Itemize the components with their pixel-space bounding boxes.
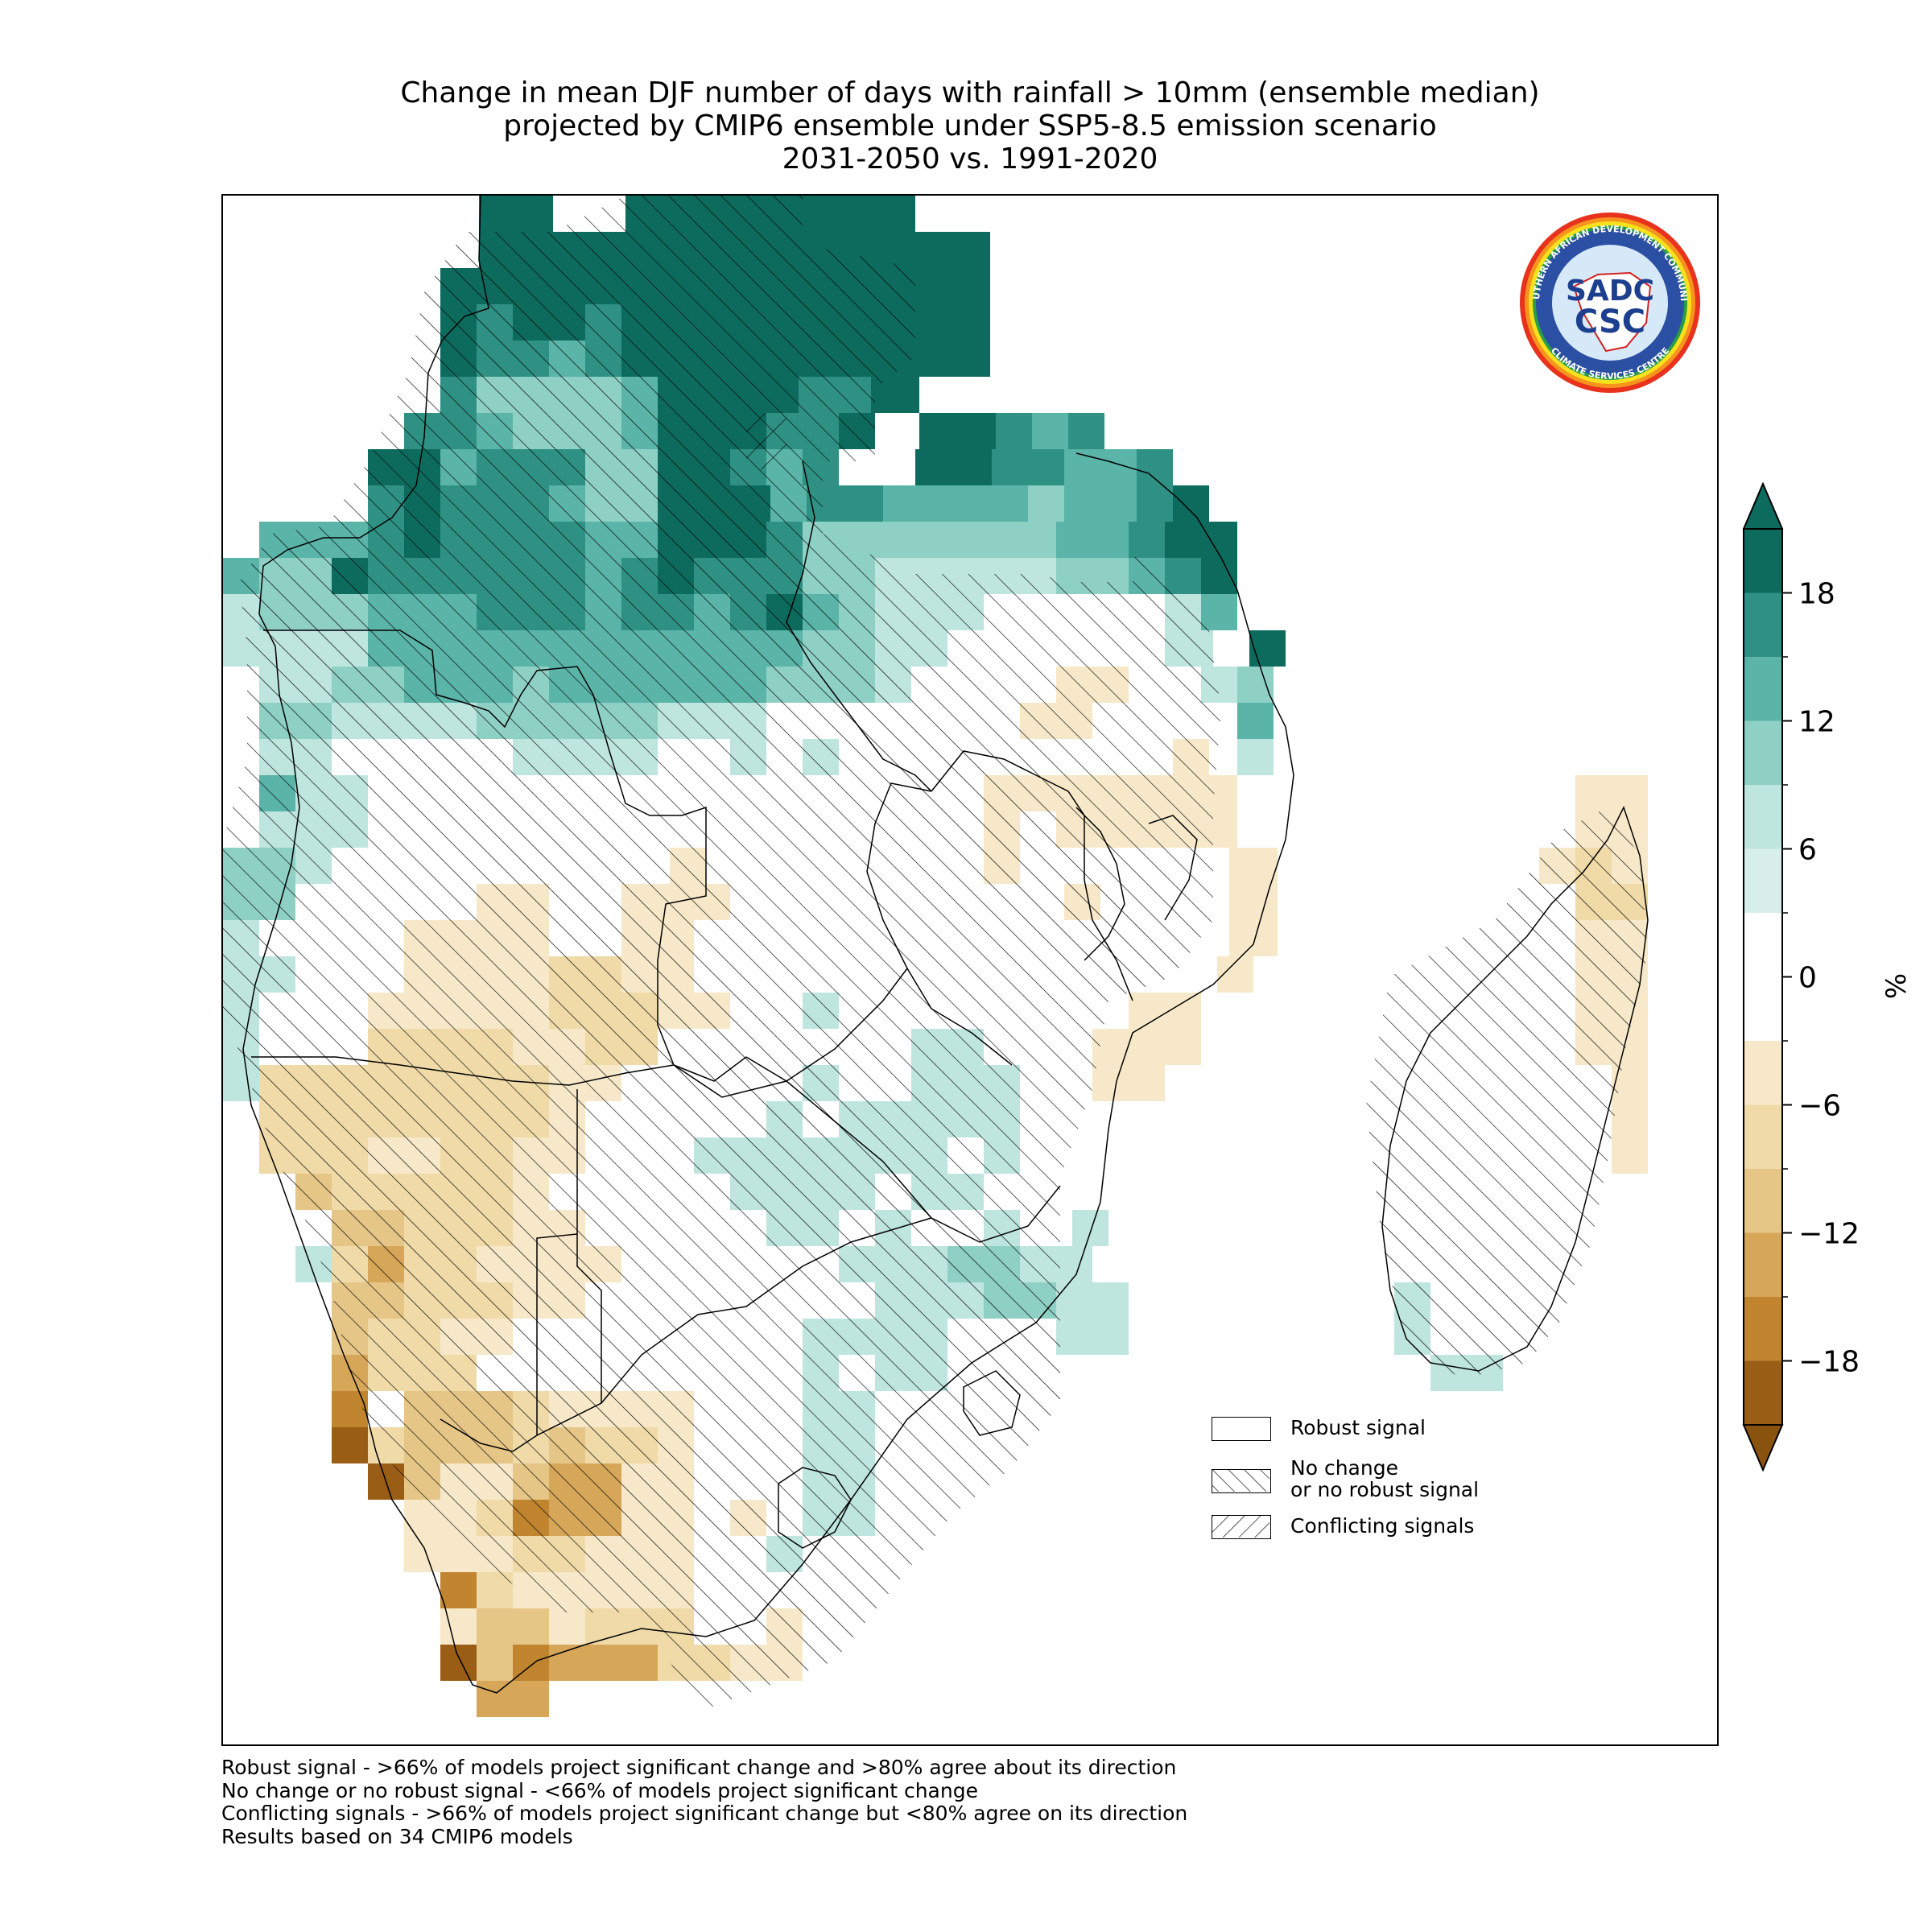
footnote-no-change: No change or no robust signal - <66% of …: [221, 1778, 978, 1802]
title-line-2: projected by CMIP6 ensemble under SSP5-8…: [503, 109, 1437, 142]
title-line-3: 2031-2050 vs. 1991-2020: [782, 142, 1158, 175]
legend-robust-swatch: [1212, 1417, 1271, 1441]
colorbar-band: [1744, 1041, 1782, 1105]
title-line-1: Change in mean DJF number of days with r…: [400, 76, 1540, 109]
footnotes: Robust signal - >66% of models project s…: [221, 1756, 1188, 1848]
colorbar-tick-label: −6: [1798, 1090, 1841, 1123]
colorbar-band: [1744, 657, 1782, 721]
colorbar-band: [1744, 1360, 1782, 1426]
colorbar-band: [1744, 1104, 1782, 1170]
legend-conflicting-swatch: [1212, 1515, 1271, 1539]
colorbar-band: [1744, 529, 1782, 593]
legend-no-change-label-2: or no robust signal: [1290, 1478, 1480, 1501]
footnote-conflicting: Conflicting signals - >66% of models pro…: [221, 1802, 1188, 1825]
colorbar-extend-max: [1742, 481, 1784, 530]
hatched-conflicting-signals: [746, 413, 786, 469]
map-panel: SOUTHERN AFRICAN DEVELOPMENT COMMUNITY C…: [221, 194, 1719, 1746]
colorbar-ticks: 18 12 6 0 −6 −12 −18: [1782, 578, 1860, 1379]
colorbar-band: [1744, 848, 1782, 914]
legend-robust-label: Robust signal: [1290, 1416, 1426, 1439]
colorbar-bands: [1742, 481, 1784, 1472]
colorbar-tick-label: −12: [1798, 1218, 1860, 1251]
logo-center-bottom: CSC: [1575, 303, 1645, 341]
colorbar-band: [1744, 976, 1782, 1042]
colorbar-band: [1744, 592, 1782, 658]
colorbar-extend-min: [1742, 1424, 1784, 1472]
logo-center-top: SADC: [1566, 275, 1654, 308]
sadc-csc-logo: SOUTHERN AFRICAN DEVELOPMENT COMMUNITY C…: [1517, 210, 1700, 393]
legend-conflicting-label: Conflicting signals: [1290, 1514, 1475, 1538]
colorbar-tick-label: 12: [1798, 706, 1835, 739]
map-canvas: [223, 196, 1649, 1717]
borders: [242, 196, 1649, 1694]
colorbar-band: [1744, 720, 1782, 786]
colorbar: 18 12 6 0 −6 −12 −18: [1742, 481, 1860, 1472]
legend-no-change: No change or no robust signal: [1212, 1457, 1479, 1501]
legend-no-change-swatch: [1212, 1469, 1271, 1493]
colorbar-band: [1744, 913, 1782, 977]
colorbar-tick-label: 18: [1798, 578, 1835, 611]
legend-robust: Robust signal: [1212, 1417, 1426, 1441]
colorbar-tick-label: 0: [1798, 962, 1817, 995]
footnote-robust: Robust signal - >66% of models project s…: [221, 1756, 1177, 1779]
map-title: Change in mean DJF number of days with r…: [221, 76, 1719, 175]
footnote-models: Results based on 34 CMIP6 models: [221, 1824, 573, 1848]
colorbar-band: [1744, 1232, 1782, 1298]
colorbar-tick-label: 6: [1798, 834, 1817, 867]
colorbar-tick-label: −18: [1798, 1346, 1860, 1379]
colorbar-band: [1744, 1297, 1782, 1361]
colorbar-unit-label: %: [1880, 972, 1913, 1000]
colorbar-band: [1744, 785, 1782, 849]
legend-no-change-label-1: No change: [1290, 1456, 1398, 1480]
legend-conflicting: Conflicting signals: [1212, 1515, 1474, 1539]
colorbar-band: [1744, 1169, 1782, 1233]
